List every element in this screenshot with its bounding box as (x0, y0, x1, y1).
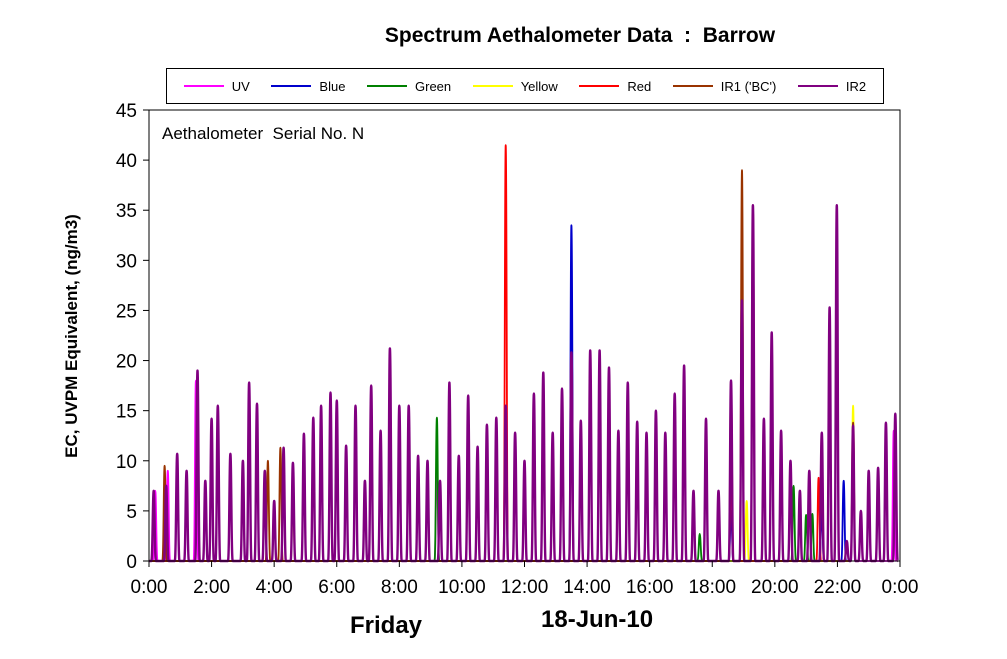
legend-label-red: Red (627, 78, 652, 94)
y-tick-label: 35 (116, 201, 137, 222)
y-axis-label: EC, UVPM Equivalent, (ng/m3) (62, 214, 81, 458)
legend-item-red: Red (579, 79, 651, 94)
x-tick-label: 4:00 (256, 577, 293, 598)
legend-label-green: Green (415, 78, 452, 94)
legend-swatch-ir2 (797, 85, 838, 87)
x-tick-label: 0:00 (131, 577, 168, 598)
x-tick-label: 2:00 (193, 577, 230, 598)
legend-swatch-red (579, 85, 620, 87)
y-tick-label: 25 (116, 301, 137, 322)
series-line-blue (149, 224, 847, 562)
x-axis-date-label: 18-Jun-10 (541, 606, 654, 633)
legend-item-ir2: IR2 (797, 78, 867, 94)
legend-item-blue: Blue (271, 79, 345, 94)
x-axis-day-label: Friday (350, 612, 423, 639)
y-tick-label: 5 (126, 502, 137, 523)
x-tick-label: 0:00 (882, 577, 919, 598)
legend-swatch-ir1 (672, 85, 713, 87)
legend-label-yellow: Yellow (520, 78, 558, 94)
legend-swatch-green (367, 85, 407, 87)
legend-item-uv: UV (183, 78, 250, 94)
chart-annotation: Aethalometer Serial No. N (162, 124, 365, 143)
series-line-ir2 (149, 204, 899, 563)
legend-swatch-blue (271, 85, 312, 87)
x-tick-label: 8:00 (381, 577, 418, 598)
chart-title: Spectrum Aethalometer Data : Barrow (384, 24, 776, 47)
x-tick-label: 20:00 (751, 577, 799, 598)
y-tick-label: 0 (126, 552, 137, 573)
y-tick-label: 10 (116, 452, 137, 473)
y-tick-label: 40 (116, 151, 137, 172)
y-tick-label: 20 (116, 352, 137, 373)
y-tick-label: 45 (116, 101, 137, 122)
chart-legend: UV Blue Green Yellow Red IR1 ('BC') IR2 (166, 68, 884, 104)
x-tick-label: 14:00 (563, 577, 611, 598)
x-tick-label: 12:00 (501, 577, 549, 598)
legend-item-yellow: Yellow (472, 78, 558, 94)
x-tick-label: 18:00 (688, 577, 736, 598)
legend-item-ir1: IR1 ('BC') (672, 78, 777, 94)
legend-label-blue: Blue (319, 78, 346, 94)
legend-label-uv: UV (231, 78, 250, 94)
legend-swatch-yellow (472, 85, 513, 87)
x-tick-label: 6:00 (318, 577, 355, 598)
legend-label-ir2: IR2 (845, 78, 867, 94)
y-tick-label: 30 (116, 251, 137, 272)
y-tick-label: 15 (116, 402, 137, 423)
x-tick-label: 16:00 (626, 577, 674, 598)
legend-swatch-uv (183, 85, 224, 87)
x-tick-label: 10:00 (438, 577, 486, 598)
x-tick-label: 22:00 (814, 577, 862, 598)
legend-label-ir1: IR1 ('BC') (720, 78, 777, 94)
legend-item-green: Green (367, 79, 451, 94)
